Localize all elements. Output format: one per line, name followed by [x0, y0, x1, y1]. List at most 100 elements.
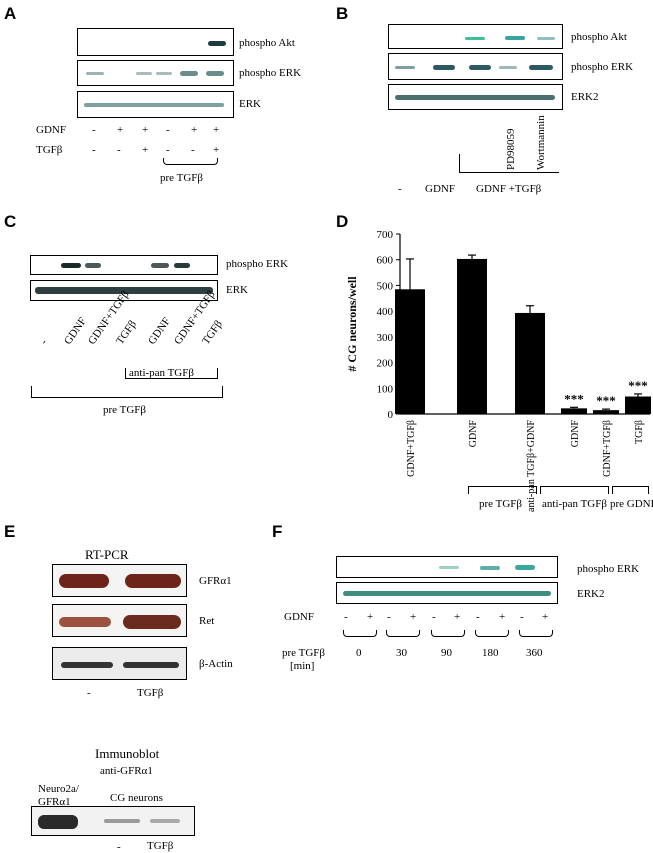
band	[465, 37, 485, 40]
panel-c-label: C	[4, 212, 17, 231]
panel-a-sign: +	[191, 124, 198, 136]
band	[208, 41, 226, 46]
panel-c-lane-label: -	[38, 336, 50, 347]
panel-f-sign: +	[542, 611, 549, 623]
band	[180, 71, 198, 76]
band	[123, 615, 181, 629]
panel-c-blot-phospho-erk	[30, 255, 218, 275]
band	[104, 819, 140, 823]
panel-e-immunoblot-sub: anti-GFRα1	[100, 765, 153, 777]
panel-e-blot-ret	[52, 604, 187, 637]
panel-f-time: 180	[482, 647, 499, 659]
panel-a-tgfb-label: TGFβ	[36, 144, 63, 156]
x-tick-label: anti-pan TGFβ+GDNF	[526, 420, 537, 512]
panel-b-gdnf-tgfb: GDNF +TGFβ	[476, 183, 542, 195]
x-tick-label: TGFβ	[634, 420, 645, 444]
band	[343, 591, 551, 596]
panel-e-ib-lane-2: TGFβ	[147, 840, 174, 852]
band	[136, 72, 152, 75]
panel-a-sign: +	[117, 124, 124, 136]
panel-b-gdnf: GDNF	[425, 183, 455, 195]
panel-f-sign: -	[476, 611, 480, 623]
panel-a-sign: +	[142, 144, 149, 156]
panel-a-gdnf-label: GDNF	[36, 124, 66, 136]
panel-e-blot-actin	[52, 647, 187, 680]
panel-e-lane-2: TGFβ	[137, 687, 164, 699]
band	[505, 36, 525, 40]
y-tick-label: 0	[388, 409, 394, 421]
panel-c-blot-erk	[30, 280, 218, 301]
panel-a-sign: -	[117, 144, 121, 156]
band	[61, 263, 81, 268]
panel-e-blot-label-3: β-Actin	[199, 658, 233, 670]
y-tick-label: 300	[377, 332, 394, 344]
panel-a-blot-phospho-akt	[77, 28, 234, 56]
band	[206, 71, 224, 76]
panel-e-label: E	[4, 522, 16, 541]
band	[156, 72, 172, 75]
band	[150, 819, 180, 823]
band	[174, 263, 190, 268]
band	[123, 662, 179, 668]
panel-f-pre-label-1: pre TGFβ	[282, 647, 325, 659]
band	[433, 65, 455, 70]
band	[61, 662, 113, 668]
x-tick-label: GDNF	[570, 420, 581, 448]
y-tick-label: 700	[377, 229, 394, 241]
panel-e-neuro-label-1: Neuro2a/	[38, 783, 79, 795]
bar	[561, 408, 587, 414]
panel-c-lane-label: TGFβ	[114, 318, 139, 347]
band	[469, 65, 491, 70]
band	[395, 95, 555, 100]
x-tick-label: GDNF	[468, 420, 479, 448]
y-tick-label: 500	[377, 280, 394, 292]
panel-c-outer-bracket	[31, 386, 223, 398]
panel-e-ib-lane-1: -	[117, 841, 121, 853]
band	[515, 565, 535, 570]
y-tick-label: 400	[377, 306, 394, 318]
significance-marker: ***	[596, 393, 616, 408]
panel-f-bracket	[343, 630, 377, 637]
panel-c-lane-label: TGFβ	[200, 318, 225, 347]
bar	[625, 396, 651, 414]
panel-d-label: D	[336, 212, 349, 231]
panel-b-blot-label-3: ERK2	[571, 91, 599, 103]
panel-e-immunoblot-title: Immunoblot	[95, 746, 160, 761]
band	[439, 566, 459, 569]
panel-a-sign: -	[191, 144, 195, 156]
panel-d-group-label-3: pre GDNF	[610, 498, 653, 510]
panel-f-sign: +	[410, 611, 417, 623]
band	[151, 263, 169, 268]
panel-f-gdnf-label: GDNF	[284, 611, 314, 623]
panel-e-immunoblot-blot	[31, 806, 195, 836]
x-tick-label: GDNF+TGFβ	[406, 420, 417, 477]
panel-a-blot-phospho-erk	[77, 60, 234, 86]
panel-a-sign: -	[166, 144, 170, 156]
panel-b-blot-erk2	[388, 84, 563, 110]
panel-f-sign: -	[520, 611, 524, 623]
band	[86, 72, 104, 75]
panel-d-group-label-2: anti-pan TGFβ	[542, 498, 607, 510]
panel-e-cg-label: CG neurons	[110, 792, 163, 804]
panel-d-group-tick	[468, 486, 469, 494]
band	[84, 103, 224, 107]
panel-f-bracket	[475, 630, 509, 637]
panel-d-group-tick	[540, 486, 541, 494]
band	[59, 574, 109, 588]
bar	[395, 289, 425, 414]
panel-c-blot-label-1: phospho ERK	[226, 258, 289, 270]
panel-c-lane-label: GDNF	[146, 315, 174, 347]
panel-d-group-tick	[536, 486, 537, 494]
panel-e-blot-label-2: Ret	[199, 615, 215, 627]
panel-a-sign: -	[92, 144, 96, 156]
panel-d-group-tick	[648, 486, 649, 494]
panel-e-rtpcr-title: RT-PCR	[85, 547, 129, 562]
panel-a-blot-label-3: ERK	[239, 98, 261, 110]
significance-marker: ***	[564, 391, 584, 406]
panel-f-sign: +	[454, 611, 461, 623]
bar	[515, 312, 545, 414]
band	[125, 574, 181, 588]
panel-f-bracket	[519, 630, 553, 637]
panel-a-sign: +	[142, 124, 149, 136]
panel-e-lane-1: -	[87, 687, 91, 699]
